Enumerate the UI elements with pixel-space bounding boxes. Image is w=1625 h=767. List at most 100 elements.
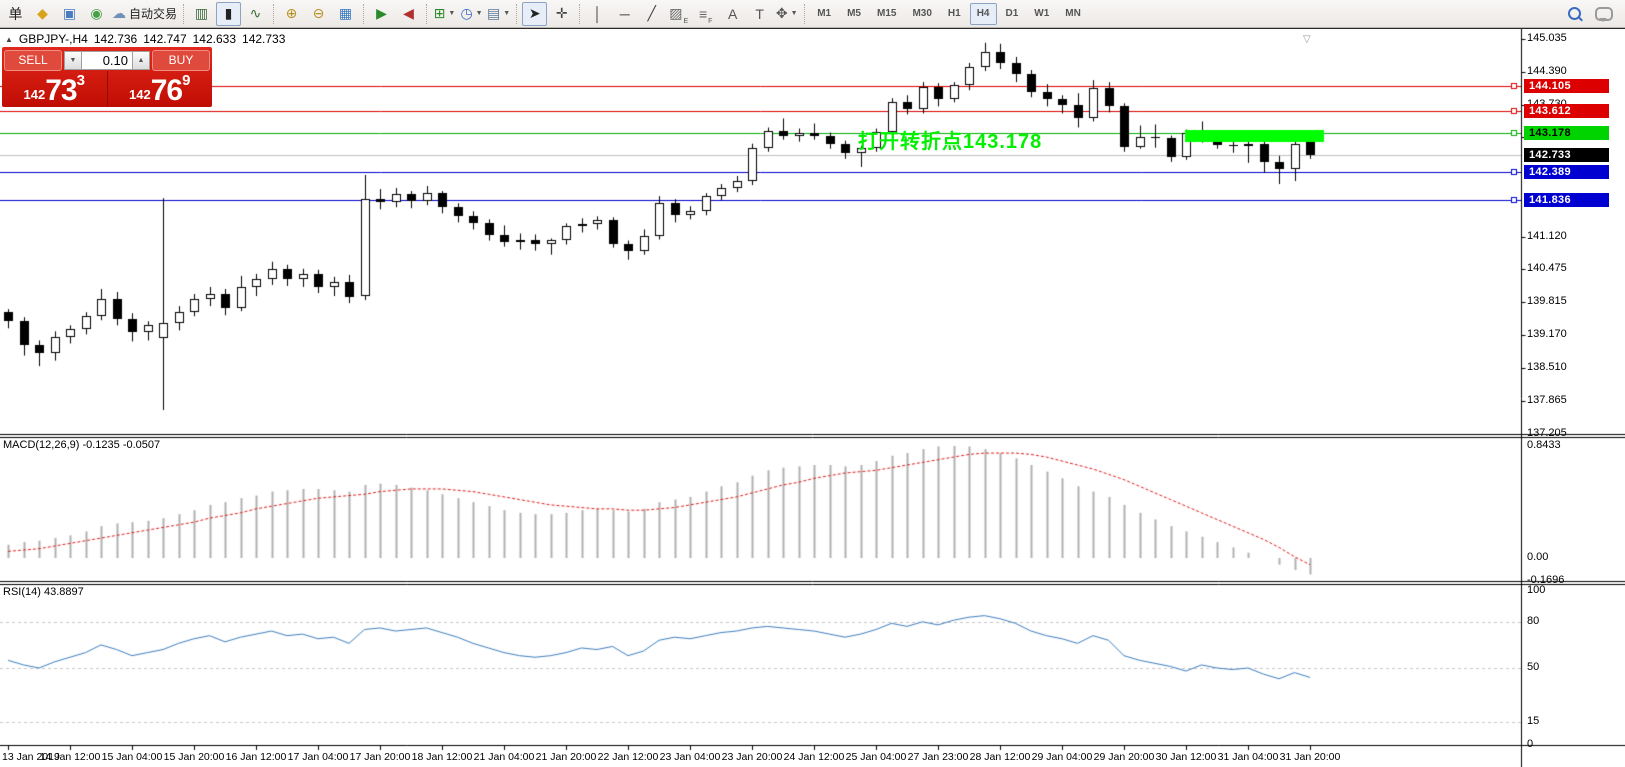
auto-scroll-button[interactable]: ▶ [369, 2, 394, 26]
rsi-axis-label: 15 [1527, 715, 1540, 727]
ohlc-open: 142.736 [93, 32, 138, 46]
horizontal-line-icon: ─ [619, 5, 630, 22]
rsi-axis-label: 50 [1527, 661, 1540, 673]
buy-button[interactable]: BUY [152, 49, 210, 71]
price-line-tag: 141.836 [1524, 193, 1609, 207]
chart-window: ▲ GBPJPY-,H4 142.736 142.747 142.633 142… [0, 28, 1625, 767]
timeframe-m5-button[interactable]: M5 [847, 8, 861, 19]
time-axis-label: 25 Jan 04:00 [845, 751, 907, 763]
zoom-in-button[interactable]: ⊕ [279, 2, 304, 26]
trendline-button[interactable]: ╱ [639, 2, 664, 26]
text-label-button[interactable]: T [747, 2, 772, 26]
search-icon[interactable] [1568, 7, 1581, 20]
crosshair-icon: ✛ [555, 5, 568, 21]
trendline-icon: ╱ [647, 5, 656, 21]
dropdown-caret-icon[interactable]: ▼ [475, 10, 483, 17]
cursor-icon: ➤ [528, 5, 541, 21]
volume-input[interactable]: 0.10 [82, 50, 132, 70]
timeframe-h4-button[interactable]: H4 [969, 2, 997, 25]
crosshair-button[interactable]: ✛ [549, 2, 574, 26]
equidistant-channel-button[interactable]: ▨ E [666, 2, 691, 26]
zoom-out-button[interactable]: ⊖ [306, 2, 331, 26]
data-window-icon[interactable]: ▣ [57, 2, 82, 26]
chart-shift-button[interactable]: ◀ [396, 2, 421, 26]
price-line-tag: 143.178 [1524, 126, 1609, 140]
volume-decrease-button[interactable]: ▼ [64, 50, 82, 70]
bar-chart-button[interactable]: ▥ [189, 2, 214, 26]
sell-price-display[interactable]: 142 73 3 [2, 71, 108, 107]
price-tick-label: 137.205 [1527, 427, 1567, 439]
toolbar-separator [804, 3, 806, 24]
price-line-tag: 143.612 [1524, 104, 1609, 118]
timeframe-m1-button[interactable]: M1 [817, 8, 832, 19]
chart-canvas[interactable] [0, 29, 1625, 767]
dropdown-caret-icon[interactable]: ▼ [448, 10, 456, 17]
rsi-panel-splitter[interactable] [0, 578, 1625, 584]
volume-increase-button[interactable]: ▲ [132, 50, 150, 70]
timeframe-d1-button[interactable]: D1 [1005, 8, 1019, 19]
toolbar-separator [273, 3, 275, 24]
chart-annotation-text: 打开转折点143.178 [858, 131, 1043, 153]
bar-chart-icon: ▥ [194, 5, 209, 21]
toolbar-separator [516, 3, 518, 24]
market-watch-icon[interactable]: ◆ [30, 2, 55, 26]
market-watch-icon-icon: ◆ [37, 5, 48, 21]
autotrading-icon: ☁ [112, 5, 126, 21]
dropdown-caret-icon[interactable]: ▼ [790, 10, 798, 17]
ohlc-close: 142.733 [242, 32, 286, 46]
rsi-indicator-label: RSI(14) 43.8897 [3, 586, 84, 598]
buy-price-base: 142 [129, 87, 151, 102]
line-chart-button[interactable]: ∿ [243, 2, 268, 26]
chat-icon[interactable] [1595, 6, 1613, 22]
price-line-tag: 142.389 [1524, 165, 1609, 179]
new-order-icon: 单 [8, 5, 23, 22]
time-axis-label: 16 Jan 12:00 [225, 751, 287, 763]
dropdown-caret-icon[interactable]: ▼ [503, 10, 511, 17]
timeframe-m15-button[interactable]: M15 [877, 8, 897, 19]
price-tick-label: 138.510 [1527, 361, 1567, 373]
time-axis-label: 30 Jan 12:00 [1155, 751, 1217, 763]
time-axis-label: 17 Jan 04:00 [287, 751, 349, 763]
collapse-panel-icon[interactable]: ▲ [5, 34, 13, 44]
candlestick-icon: ▮ [224, 5, 233, 21]
macd-indicator-label: MACD(12,26,9) -0.1235 -0.0507 [3, 439, 161, 451]
indicators-button[interactable]: ⊞ ▼ [432, 2, 457, 26]
fibonacci-button[interactable]: ≡ F [693, 2, 718, 26]
zoom-out-icon: ⊖ [312, 5, 325, 21]
templates-button[interactable]: ▤ ▼ [486, 2, 511, 26]
time-axis-label: 18 Jan 12:00 [411, 751, 473, 763]
price-tick-label: 144.390 [1527, 65, 1567, 77]
time-axis-label: 31 Jan 20:00 [1279, 751, 1341, 763]
new-order-button[interactable]: 单 [3, 2, 28, 26]
sell-price-big: 73 [45, 74, 77, 107]
vertical-line-button[interactable]: │ [585, 2, 610, 26]
zoom-in-icon: ⊕ [285, 5, 298, 21]
buy-price-display[interactable]: 142 76 9 [108, 71, 213, 107]
autotrading-button[interactable]: ☁ 自动交易 [111, 2, 178, 26]
macd-axis-label: 0.00 [1527, 551, 1549, 563]
macd-panel-splitter[interactable] [0, 431, 1625, 437]
time-axis-label: 15 Jan 20:00 [163, 751, 225, 763]
time-axis-label: 17 Jan 20:00 [349, 751, 411, 763]
timeframe-m30-button[interactable]: M30 [912, 8, 932, 19]
text-icon: A [728, 5, 738, 22]
text-button[interactable]: A [720, 2, 745, 26]
fibonacci-icon: ≡ [698, 5, 708, 22]
tile-windows-button[interactable]: ▦ [333, 2, 358, 26]
timeframe-w1-button[interactable]: W1 [1034, 8, 1050, 19]
periods-button[interactable]: ◷ ▼ [459, 2, 484, 26]
navigator-icon[interactable]: ◉ [84, 2, 109, 26]
horizontal-line-button[interactable]: ─ [612, 2, 637, 26]
sell-button[interactable]: SELL [4, 49, 62, 71]
chart-shift-marker[interactable]: ▽ [1303, 34, 1311, 45]
data-window-icon-icon: ▣ [62, 5, 77, 21]
text-label-icon: T [755, 5, 764, 22]
autotrading-button-label: 自动交易 [129, 7, 178, 21]
price-tick-label: 145.035 [1527, 32, 1567, 44]
timeframe-mn-button[interactable]: MN [1065, 8, 1081, 19]
timeframe-h1-button[interactable]: H1 [947, 8, 961, 19]
price-tick-label: 137.865 [1527, 394, 1567, 406]
candlestick-button[interactable]: ▮ [216, 1, 242, 26]
cursor-button[interactable]: ➤ [522, 1, 548, 26]
arrows-button[interactable]: ✥ ▼ [774, 2, 799, 26]
